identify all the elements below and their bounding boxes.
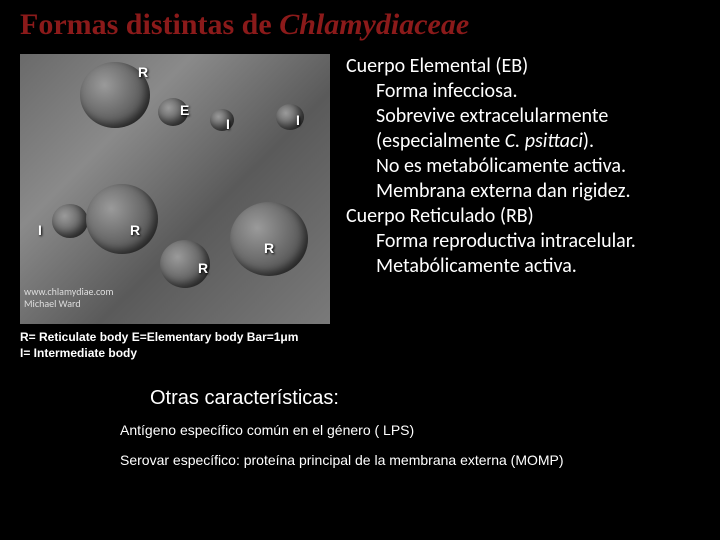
- cell-body: [230, 202, 308, 276]
- rb-heading: Cuerpo Reticulado (RB): [346, 204, 700, 229]
- micrograph-label: R: [198, 260, 208, 276]
- text-column: Cuerpo Elemental (EB) Forma infecciosa.S…: [346, 54, 700, 361]
- micrograph-label: I: [226, 116, 230, 132]
- eb-bullets: Forma infecciosa.Sobrevive extracelularm…: [346, 79, 700, 204]
- image-caption: R= Reticulate body E=Elementary body Bar…: [20, 330, 340, 361]
- footer-lines: Antígeno específico común en el género (…: [150, 422, 700, 468]
- micrograph-label: R: [130, 222, 140, 238]
- caption-line: I= Intermediate body: [20, 346, 340, 362]
- micrograph-label: I: [38, 222, 42, 238]
- title-plain: Formas distintas de: [20, 8, 279, 41]
- footer-line: Serovar específico: proteína principal d…: [120, 452, 700, 468]
- bullet-line: Membrana externa dan rigidez.: [346, 179, 700, 204]
- bullet-line: (especialmente C. psittaci).: [346, 129, 700, 154]
- image-column: www.chlamydiae.com Michael Ward R E I I I R R R…: [20, 54, 340, 361]
- bullet-line: Forma infecciosa.: [346, 79, 700, 104]
- micrograph-label: E: [180, 102, 189, 118]
- slide-title: Formas distintas de Chlamydiaceae: [20, 8, 700, 42]
- micrograph-label: R: [138, 64, 148, 80]
- bullet-line: Forma reproductiva intracelular.: [346, 229, 700, 254]
- footer-line: Antígeno específico común en el género (…: [120, 422, 700, 438]
- image-watermark: www.chlamydiae.com Michael Ward: [24, 286, 113, 310]
- micrograph-image: www.chlamydiae.com Michael Ward R E I I I R R R: [20, 54, 330, 324]
- caption-line: R= Reticulate body E=Elementary body Bar…: [20, 330, 340, 346]
- footer-heading: Otras características:: [150, 387, 700, 410]
- bullet-line: Metabólicamente activa.: [346, 254, 700, 279]
- title-italic: Chlamydiaceae: [279, 8, 469, 41]
- rb-bullets: Forma reproductiva intracelular.Metabóli…: [346, 229, 700, 279]
- watermark-line: Michael Ward: [24, 298, 113, 310]
- micrograph-label: R: [264, 240, 274, 256]
- footer-section: Otras características: Antígeno específi…: [20, 387, 700, 468]
- cell-body: [52, 204, 88, 238]
- cell-body: [210, 109, 234, 131]
- bullet-line: No es metabólicamente activa.: [346, 154, 700, 179]
- bullet-line: Sobrevive extracelularmente: [346, 104, 700, 129]
- cell-body: [86, 184, 158, 254]
- slide: Formas distintas de Chlamydiaceae www.ch…: [0, 0, 720, 540]
- content-row: www.chlamydiae.com Michael Ward R E I I I R R R…: [20, 54, 700, 361]
- micrograph-label: I: [296, 112, 300, 128]
- eb-heading: Cuerpo Elemental (EB): [346, 54, 700, 79]
